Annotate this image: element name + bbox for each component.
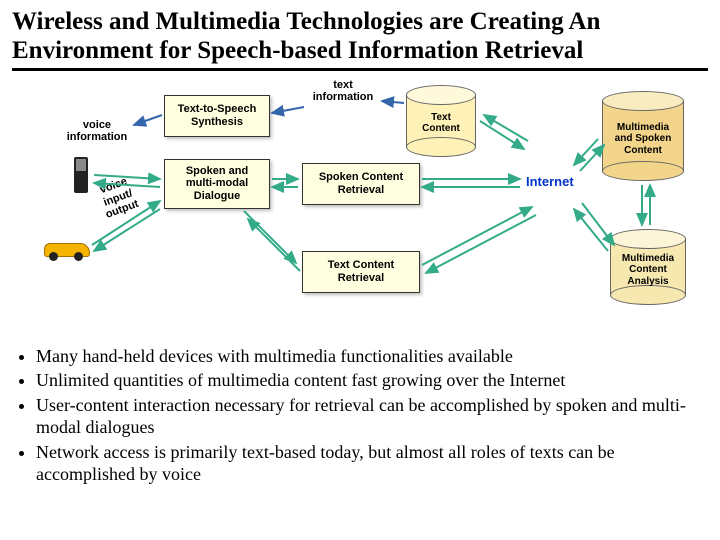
- list-item: User-content interaction necessary for r…: [36, 394, 708, 439]
- slide-title: Wireless and Multimedia Technologies are…: [12, 8, 708, 71]
- list-item: Many hand-held devices with multimedia f…: [36, 345, 708, 368]
- diagram: voiceinformation textinformation voicein…: [12, 79, 708, 339]
- list-item: Network access is primarily text-based t…: [36, 441, 708, 486]
- bullet-list: Many hand-held devices with multimedia f…: [20, 345, 708, 486]
- list-item: Unlimited quantities of multimedia conte…: [36, 369, 708, 392]
- arrows: [12, 79, 712, 339]
